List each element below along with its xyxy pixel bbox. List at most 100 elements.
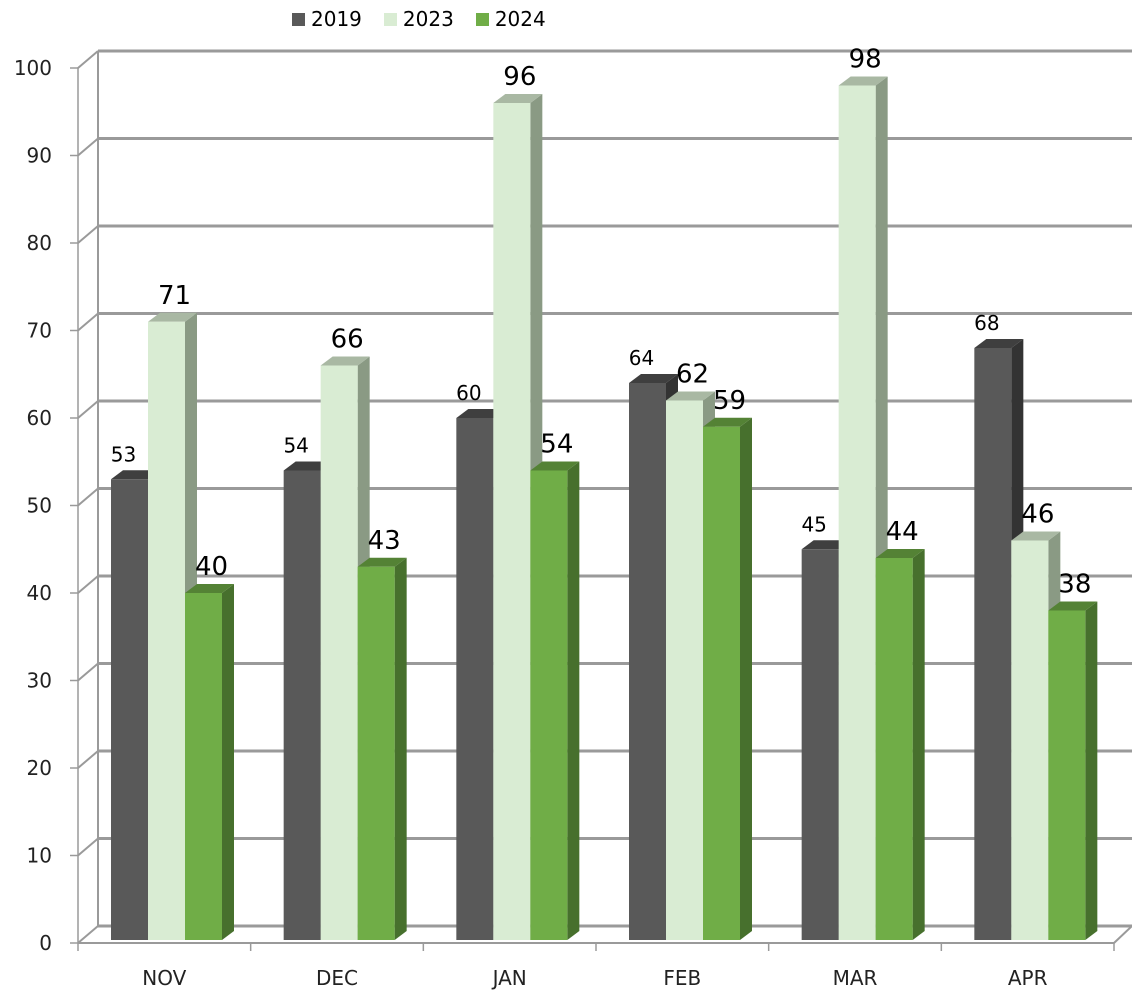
bar <box>530 470 568 940</box>
bar <box>801 549 839 940</box>
data-label: 64 <box>629 346 654 370</box>
bar <box>703 426 740 940</box>
bar-top <box>801 540 851 550</box>
y-tick-label: 20 <box>27 756 52 780</box>
data-label: 60 <box>456 381 481 405</box>
legend-item-2019: 2019 <box>292 7 362 31</box>
data-label: 44 <box>886 517 919 547</box>
bar-top <box>629 374 678 383</box>
gridline-side <box>77 837 99 857</box>
bar-top <box>456 409 506 418</box>
y-tick-label: 10 <box>27 844 52 868</box>
bar-side <box>567 461 580 940</box>
legend-swatch-2023 <box>383 12 397 26</box>
bar-side <box>394 557 407 940</box>
bar <box>666 400 703 940</box>
bar-top <box>185 584 234 593</box>
y-tick-label: 40 <box>27 581 52 605</box>
data-label: 54 <box>283 434 308 458</box>
gridline-side <box>77 50 99 69</box>
bar <box>283 470 321 940</box>
bar-top <box>148 312 197 322</box>
legend-swatch-2019 <box>292 12 305 26</box>
bar <box>148 321 185 940</box>
bar-side <box>740 417 752 940</box>
x-tick-label: APR <box>1008 966 1048 990</box>
bar <box>357 566 395 940</box>
bar <box>111 479 148 940</box>
legend-label-2023: 2023 <box>402 7 454 31</box>
data-label: 59 <box>713 386 746 416</box>
x-tick-label: DEC <box>316 966 358 990</box>
legend-label-2024: 2024 <box>494 7 546 31</box>
data-label: 53 <box>111 442 136 466</box>
bar-top <box>493 94 543 103</box>
data-label: 40 <box>195 552 228 582</box>
bar-top <box>111 470 160 480</box>
bar-top <box>838 76 888 86</box>
gridline-side <box>77 750 99 769</box>
legend-item-2023: 2023 <box>383 7 454 31</box>
bar <box>493 103 531 940</box>
data-label: 38 <box>1058 570 1091 600</box>
x-tick-label: NOV <box>142 966 186 990</box>
y-tick-label: 100 <box>14 56 52 80</box>
bar-top <box>530 461 580 471</box>
bar-top <box>1011 531 1061 541</box>
legend-swatch-2024 <box>475 12 489 26</box>
bar-top <box>666 391 715 401</box>
gridline-side <box>77 662 99 682</box>
y-tick-label: 90 <box>27 144 52 168</box>
bar-side <box>1085 601 1098 940</box>
y-tick-label: 60 <box>27 406 52 430</box>
bar-top <box>357 557 407 567</box>
x-tick-label: JAN <box>491 966 527 990</box>
legend-label-2019: 2019 <box>311 7 362 31</box>
bar-top <box>1048 601 1098 611</box>
x-tick-label: MAR <box>833 966 878 990</box>
y-tick-label: 80 <box>27 231 52 255</box>
y-tick-label: 30 <box>27 669 52 693</box>
data-label: 43 <box>368 526 401 556</box>
gridline-side <box>77 487 99 507</box>
bar <box>629 383 666 940</box>
bar-top <box>283 461 333 471</box>
chart-legend: 2019 2023 2024 <box>292 4 568 34</box>
bar-top <box>320 356 370 366</box>
data-label: 71 <box>158 281 191 311</box>
legend-item-2024: 2024 <box>475 7 546 31</box>
y-tick-label: 0 <box>39 931 52 955</box>
bar-side <box>222 584 234 940</box>
data-label: 62 <box>676 360 709 390</box>
data-label: 66 <box>331 325 364 355</box>
bar-top <box>703 417 752 427</box>
bar <box>320 365 358 940</box>
gridline-side <box>77 400 99 419</box>
data-label: 46 <box>1021 500 1054 530</box>
gridline-side <box>77 925 99 944</box>
data-label: 98 <box>849 45 882 75</box>
y-tick-label: 70 <box>27 319 52 343</box>
bar <box>974 348 1012 940</box>
bar <box>838 85 876 940</box>
data-label: 45 <box>801 512 826 536</box>
gridline-side <box>77 137 99 157</box>
floor-right-edge <box>1113 925 1132 944</box>
bar <box>875 558 913 940</box>
x-tick-label: FEB <box>663 966 701 990</box>
bar <box>456 418 494 940</box>
data-label: 54 <box>540 430 573 460</box>
data-label: 68 <box>974 311 999 335</box>
gridline-side <box>77 225 99 244</box>
gridline-side <box>77 575 99 594</box>
bar-top <box>974 339 1024 348</box>
bar-top <box>875 549 925 558</box>
bar <box>1048 610 1086 940</box>
data-label: 96 <box>503 62 536 92</box>
bar <box>1011 540 1049 940</box>
bar <box>185 593 222 940</box>
bar-side <box>912 549 925 940</box>
gridline-side <box>77 312 99 332</box>
